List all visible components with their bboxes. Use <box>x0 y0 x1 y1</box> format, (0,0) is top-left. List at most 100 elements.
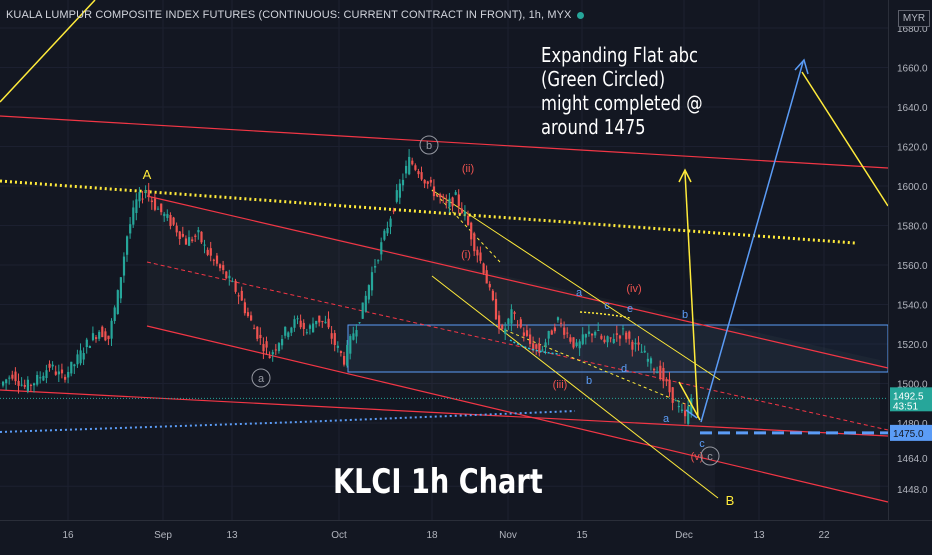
candle-body[interactable] <box>538 344 541 354</box>
candle-body[interactable] <box>339 351 343 353</box>
candle-body[interactable] <box>532 343 535 351</box>
candle-body[interactable] <box>51 364 54 367</box>
candle-body[interactable] <box>327 318 330 328</box>
candle-body[interactable] <box>138 192 141 202</box>
candle-body[interactable] <box>556 317 560 321</box>
candle-body[interactable] <box>591 333 594 336</box>
candle-body[interactable] <box>525 330 529 336</box>
candle-body[interactable] <box>281 338 284 346</box>
candle-body[interactable] <box>243 302 246 314</box>
candle-body[interactable] <box>485 270 488 284</box>
candle-body[interactable] <box>566 332 569 334</box>
candle-body[interactable] <box>674 400 677 402</box>
candle-body[interactable] <box>510 309 513 324</box>
candle-body[interactable] <box>513 312 516 314</box>
candle-body[interactable] <box>132 207 135 225</box>
candle-body[interactable] <box>634 342 637 345</box>
candle-body[interactable] <box>141 198 144 200</box>
candle-body[interactable] <box>507 318 510 325</box>
candle-body[interactable] <box>225 271 228 279</box>
candle-body[interactable] <box>668 379 671 393</box>
candle-body[interactable] <box>550 330 553 335</box>
candle-body[interactable] <box>594 331 597 336</box>
candle-body[interactable] <box>423 179 426 184</box>
candle-body[interactable] <box>98 331 101 339</box>
candle-body[interactable] <box>308 325 312 329</box>
candle-body[interactable] <box>355 330 358 337</box>
candle-body[interactable] <box>401 179 405 186</box>
candle-body[interactable] <box>656 372 659 374</box>
candle-body[interactable] <box>29 384 33 386</box>
candle-body[interactable] <box>237 295 240 297</box>
candle-body[interactable] <box>274 349 277 351</box>
candle-body[interactable] <box>70 361 73 374</box>
candle-body[interactable] <box>463 211 467 215</box>
candle-body[interactable] <box>126 236 129 255</box>
candle-body[interactable] <box>8 377 11 379</box>
candle-body[interactable] <box>358 322 361 324</box>
candle-body[interactable] <box>175 225 178 233</box>
candle-body[interactable] <box>569 337 572 342</box>
candle-body[interactable] <box>541 349 544 351</box>
candle-body[interactable] <box>405 165 408 174</box>
candle-body[interactable] <box>575 342 578 347</box>
candle-body[interactable] <box>625 332 628 340</box>
candle-body[interactable] <box>104 331 107 341</box>
candle-body[interactable] <box>268 356 271 359</box>
candle-body[interactable] <box>370 272 374 291</box>
candle-body[interactable] <box>336 345 339 348</box>
candle-body[interactable] <box>349 336 352 354</box>
candle-body[interactable] <box>169 215 172 227</box>
candle-body[interactable] <box>262 343 265 352</box>
candle-body[interactable] <box>680 409 684 411</box>
candle-body[interactable] <box>178 231 181 239</box>
candle-body[interactable] <box>79 350 82 364</box>
candle-body[interactable] <box>516 324 519 326</box>
candle-body[interactable] <box>287 332 290 338</box>
candle-body[interactable] <box>101 326 104 338</box>
candle-body[interactable] <box>206 249 209 255</box>
candle-body[interactable] <box>442 196 445 199</box>
candle-body[interactable] <box>188 237 191 246</box>
candle-body[interactable] <box>606 336 609 343</box>
candle-body[interactable] <box>312 323 315 333</box>
candle-body[interactable] <box>547 330 550 339</box>
candle-body[interactable] <box>54 371 57 375</box>
candle-body[interactable] <box>470 222 473 240</box>
candle-body[interactable] <box>5 379 8 384</box>
candle-body[interactable] <box>488 284 491 288</box>
candle-body[interactable] <box>228 275 231 279</box>
candle-body[interactable] <box>23 384 26 387</box>
candle-body[interactable] <box>380 242 383 255</box>
candle-body[interactable] <box>191 239 194 241</box>
candle-body[interactable] <box>203 244 206 246</box>
candle-body[interactable] <box>671 387 674 403</box>
candle-body[interactable] <box>436 194 439 197</box>
candle-body[interactable] <box>572 337 575 348</box>
candle-body[interactable] <box>662 367 665 382</box>
candle-body[interactable] <box>640 351 643 353</box>
candle-body[interactable] <box>116 290 119 315</box>
candle-body[interactable] <box>439 194 442 198</box>
candle-body[interactable] <box>11 374 14 379</box>
candle-body[interactable] <box>386 227 389 234</box>
candle-body[interactable] <box>392 210 395 212</box>
candle-body[interactable] <box>597 329 600 331</box>
candle-body[interactable] <box>367 285 370 300</box>
candle-body[interactable] <box>231 281 234 283</box>
candle-body[interactable] <box>107 335 110 340</box>
candle-body[interactable] <box>417 171 420 175</box>
candle-body[interactable] <box>581 334 584 345</box>
candle-body[interactable] <box>265 341 268 348</box>
candle-body[interactable] <box>491 290 494 301</box>
candle-body[interactable] <box>318 315 321 323</box>
candle-body[interactable] <box>36 374 39 385</box>
candle-body[interactable] <box>163 213 166 217</box>
candle-body[interactable] <box>113 307 116 322</box>
candle-body[interactable] <box>57 371 60 375</box>
candle-body[interactable] <box>330 333 333 339</box>
candle-body[interactable] <box>535 344 538 349</box>
candle-body[interactable] <box>343 355 346 365</box>
candle-body[interactable] <box>181 233 184 237</box>
